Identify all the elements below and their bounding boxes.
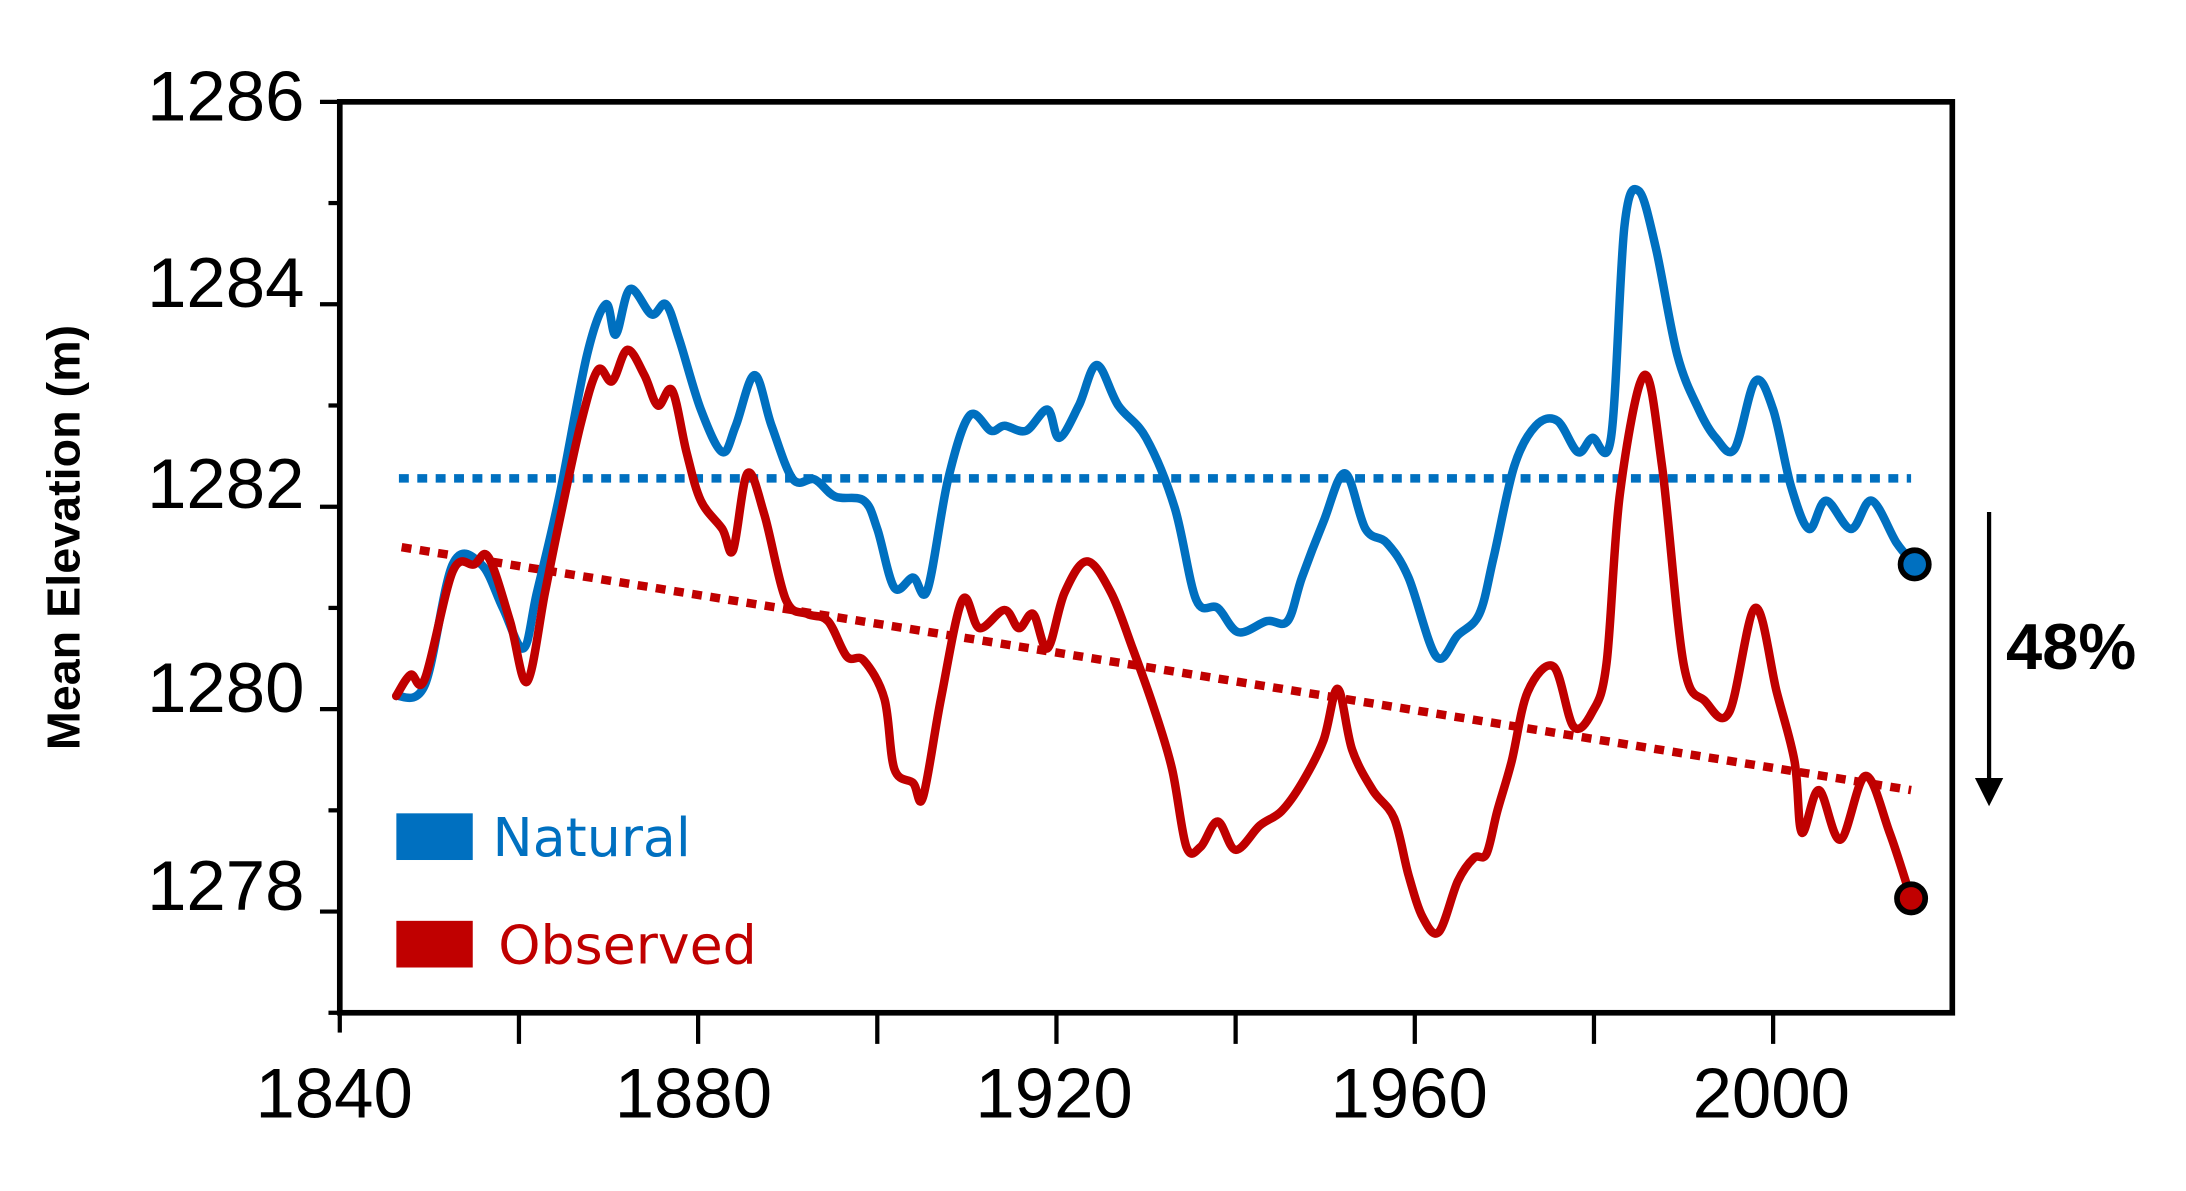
y-axis-label: Mean Elevation (m) [38,325,90,750]
legend-swatch-natural [396,813,473,861]
x-tick-label-1960: 1960 [1330,1053,1487,1132]
series-line-natural [391,185,1919,703]
y-tick-label-1280: 1280 [147,648,304,727]
ticks [319,99,1776,1044]
y-tick-label-1284: 1284 [147,243,304,322]
legend-label-observed: Observed [498,913,757,976]
plot-area [391,185,1932,938]
y-tick-label-1282: 1282 [147,444,304,523]
x-tick-label-2000: 2000 [1693,1053,1850,1132]
decline-arrow-head [1974,777,2004,807]
endpoint-marker-observed [1894,881,1929,916]
x-tick-label-1920: 1920 [975,1053,1132,1132]
endpoint-marker-natural [1897,547,1932,582]
decline-percent-label: 48% [2006,610,2136,683]
y-tick-label-1278: 1278 [147,846,304,925]
legend-label-natural: Natural [493,806,691,869]
series-line-observed [391,345,1916,938]
x-tick-label-1840: 1840 [255,1053,412,1132]
trend-line-observed [400,542,1912,795]
x-tick-label-1880: 1880 [615,1053,772,1132]
axes-frame [336,99,1956,1016]
y-tick-label-1286: 1286 [147,57,304,136]
legend-swatch-observed [396,920,473,968]
